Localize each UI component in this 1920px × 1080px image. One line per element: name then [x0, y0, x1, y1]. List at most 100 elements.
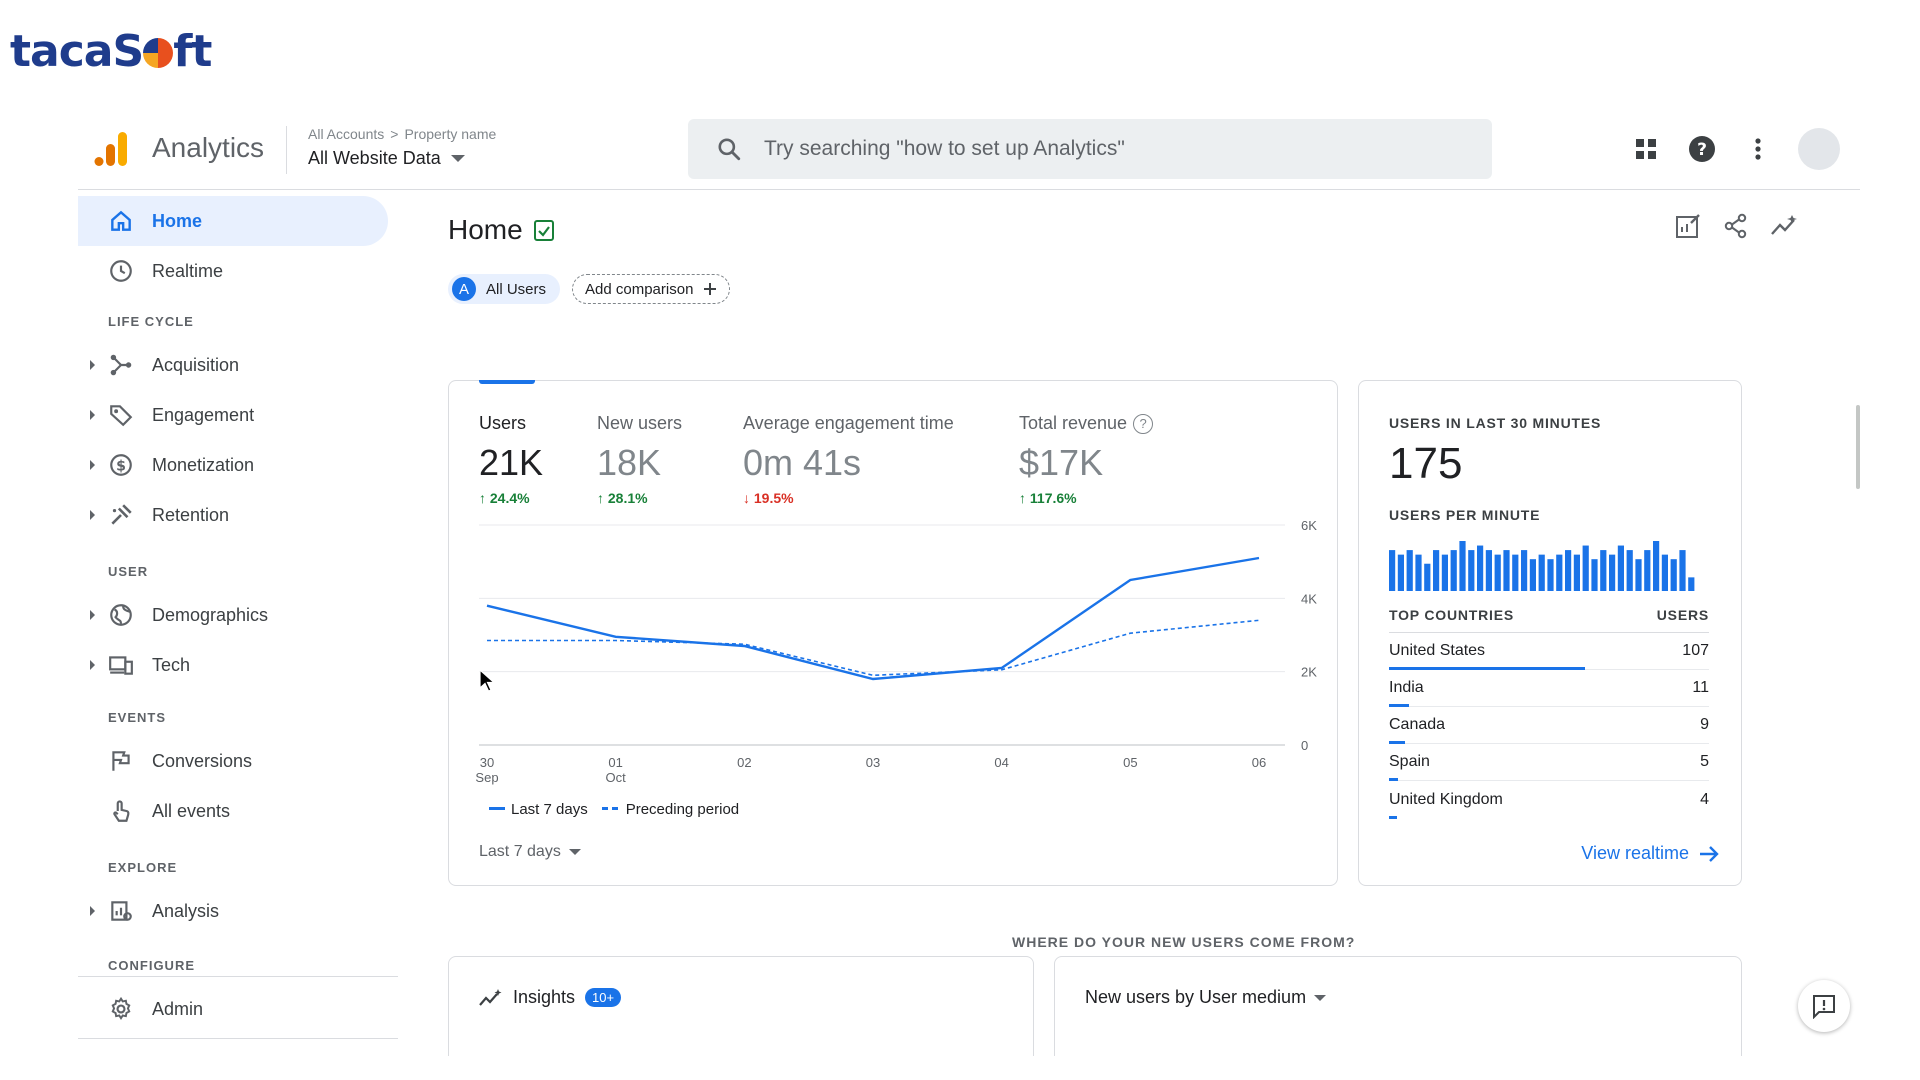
sidebar-item-label: Admin — [152, 998, 204, 1019]
dollar-circle-icon: $ — [110, 454, 132, 476]
sidebar-item-monetization[interactable]: $ Monetization — [78, 440, 388, 490]
minute-bar[interactable] — [1547, 559, 1554, 591]
apps-grid-icon[interactable] — [1630, 133, 1662, 165]
minute-bar[interactable] — [1468, 550, 1475, 591]
section-configure: CONFIGURE — [108, 958, 195, 973]
sidebar-item-retention[interactable]: Retention — [78, 490, 388, 540]
sidebar: Home Realtime LIFE CYCLE Acquisition Eng… — [78, 190, 398, 1056]
date-range-label: Last 7 days — [479, 843, 561, 860]
add-comparison-button[interactable]: Add comparison — [572, 274, 731, 304]
share-icon[interactable] — [1722, 212, 1750, 240]
metric-total-revenue[interactable]: Total revenue? $17K ↑ 117.6% — [1019, 413, 1154, 506]
minute-bar[interactable] — [1573, 554, 1580, 591]
minute-bar[interactable] — [1591, 559, 1598, 591]
minute-bar[interactable] — [1485, 550, 1492, 591]
metric-engagement-time[interactable]: Average engagement time 0m 41s ↓ 19.5% — [743, 413, 954, 506]
minute-bar[interactable] — [1450, 550, 1457, 591]
divider — [78, 1038, 398, 1039]
insights-title[interactable]: Insights 10+ — [479, 987, 622, 1008]
breadcrumb-property[interactable]: Property name — [404, 126, 497, 142]
help-icon[interactable]: ? — [1686, 133, 1718, 165]
search-input[interactable] — [764, 137, 1444, 161]
sidebar-item-tech[interactable]: Tech — [78, 640, 388, 690]
minute-bar[interactable] — [1609, 554, 1616, 591]
minute-bar[interactable] — [1521, 550, 1528, 591]
minute-bar[interactable] — [1556, 554, 1563, 591]
minute-bar[interactable] — [1670, 559, 1677, 591]
metric-users[interactable]: Users 21K ↑ 24.4% — [479, 413, 543, 506]
analytics-logo-icon[interactable] — [94, 130, 128, 168]
scrollbar-thumb[interactable] — [1856, 405, 1860, 489]
minute-bar[interactable] — [1688, 577, 1695, 591]
y-tick-label: 2K — [1301, 665, 1317, 680]
minute-bar[interactable] — [1459, 541, 1466, 591]
view-realtime-link[interactable]: View realtime — [1581, 843, 1719, 864]
customize-report-icon[interactable] — [1674, 212, 1702, 240]
sidebar-item-home[interactable]: Home — [78, 196, 388, 246]
minute-bar[interactable] — [1503, 550, 1510, 591]
minute-bar[interactable] — [1397, 554, 1404, 591]
minute-bar[interactable] — [1565, 550, 1572, 591]
sidebar-item-all-events[interactable]: All events — [78, 786, 388, 836]
analytics-app: Analytics All Accounts > Property name All… — [78, 112, 1860, 1056]
minute-bar[interactable] — [1538, 554, 1545, 591]
search-bar[interactable] — [688, 119, 1492, 179]
minute-bar[interactable] — [1494, 554, 1501, 591]
breadcrumb-accounts[interactable]: All Accounts — [308, 126, 385, 142]
sidebar-item-acquisition[interactable]: Acquisition — [78, 340, 388, 390]
minute-bar[interactable] — [1600, 550, 1607, 591]
table-row[interactable]: India 11 — [1389, 670, 1709, 707]
new-users-dimension-selector[interactable]: New users by User medium — [1085, 987, 1327, 1008]
insights-trend-icon[interactable] — [1770, 212, 1800, 240]
all-users-chip[interactable]: A All Users — [448, 274, 561, 304]
help-outline-icon[interactable]: ? — [1133, 414, 1154, 434]
insights-count-badge: 10+ — [585, 988, 622, 1007]
minute-bar[interactable] — [1661, 554, 1668, 591]
minute-bar[interactable] — [1415, 554, 1422, 591]
table-row[interactable]: Spain 5 — [1389, 744, 1709, 781]
analysis-icon — [111, 901, 132, 921]
minute-bar[interactable] — [1635, 559, 1642, 591]
sidebar-item-engagement[interactable]: Engagement — [78, 390, 388, 440]
sidebar-item-demographics[interactable]: Demographics — [78, 590, 388, 640]
table-row[interactable]: United States 107 — [1389, 633, 1709, 670]
table-row[interactable]: Canada 9 — [1389, 707, 1709, 744]
svg-text:?: ? — [1697, 140, 1707, 160]
minute-bar[interactable] — [1477, 545, 1484, 591]
table-row[interactable]: United Kingdom 4 — [1389, 781, 1709, 819]
minute-bar[interactable] — [1424, 563, 1431, 591]
sidebar-item-analysis[interactable]: Analysis — [78, 886, 388, 936]
sidebar-item-conversions[interactable]: Conversions — [78, 736, 388, 786]
minute-bar[interactable] — [1617, 545, 1624, 591]
minute-bar[interactable] — [1529, 559, 1536, 591]
property-selector[interactable]: All Website Data — [308, 148, 465, 169]
minute-bar[interactable] — [1653, 541, 1660, 591]
sidebar-item-label: Engagement — [152, 404, 255, 425]
feedback-button[interactable] — [1798, 980, 1850, 1032]
sidebar-item-admin[interactable]: Admin — [78, 984, 388, 1034]
x-tick-label: 06 — [1252, 755, 1266, 770]
minute-bar[interactable] — [1512, 554, 1519, 591]
minute-bar[interactable] — [1626, 550, 1633, 591]
avatar[interactable] — [1798, 128, 1840, 170]
sidebar-item-realtime[interactable]: Realtime — [78, 246, 388, 296]
verified-doc-icon[interactable] — [533, 218, 555, 242]
more-vert-icon[interactable] — [1742, 133, 1774, 165]
minute-bar[interactable] — [1406, 550, 1413, 591]
minute-bar[interactable] — [1441, 554, 1448, 591]
breadcrumb[interactable]: All Accounts > Property name — [308, 126, 496, 142]
users-per-minute-bars[interactable] — [1389, 537, 1709, 593]
minute-bar[interactable] — [1679, 550, 1686, 591]
sidebar-item-label: Monetization — [152, 454, 255, 475]
series-line-dashed[interactable] — [487, 619, 1260, 677]
minute-bar[interactable] — [1582, 545, 1589, 591]
arrow-down-icon: ↓ — [743, 490, 754, 506]
series-line-solid[interactable] — [486, 556, 1260, 681]
minute-bar[interactable] — [1389, 550, 1396, 591]
date-range-selector[interactable]: Last 7 days — [479, 843, 581, 861]
country-users: 5 — [1700, 753, 1709, 770]
minute-bar[interactable] — [1433, 550, 1440, 591]
metric-new-users[interactable]: New users 18K ↑ 28.1% — [597, 413, 682, 506]
minute-bar[interactable] — [1644, 550, 1651, 591]
